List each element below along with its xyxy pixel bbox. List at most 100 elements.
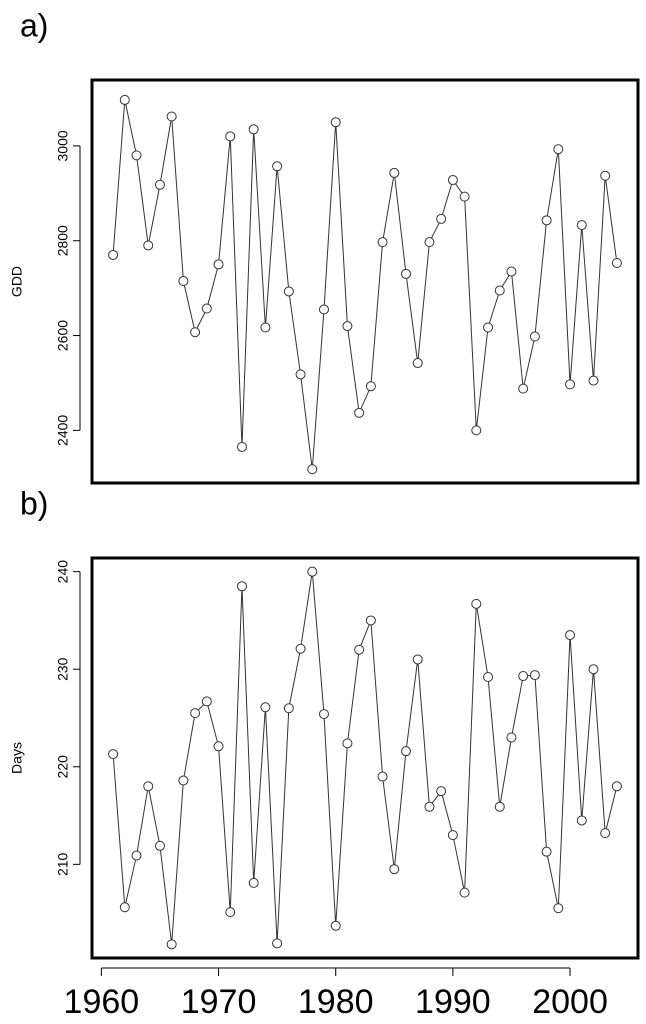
data-point [436,786,447,797]
x-tick-label: 2000 [532,983,608,1021]
data-point [424,237,435,248]
data-point [307,464,318,475]
data-point [377,771,388,782]
data-point [190,327,201,338]
data-point [377,237,388,248]
data-point [518,671,529,682]
data-point [318,304,329,315]
data-point [354,644,365,655]
data-line [112,99,618,470]
data-point [471,425,482,436]
data-point [565,379,576,390]
x-tick-label: 1990 [415,983,491,1021]
data-point [213,259,224,270]
data-point [553,144,564,155]
data-point [529,670,540,681]
y-tick-label: 220 [55,755,71,779]
x-tick-label: 1970 [181,983,257,1021]
panel-label: b) [20,485,48,521]
data-point [272,161,283,172]
data-point [260,322,271,333]
data-point [401,746,412,757]
data-point [541,846,552,857]
data-point [506,732,517,743]
data-point [283,703,294,714]
data-point [588,664,599,675]
data-point [166,939,177,950]
data-point [154,840,165,851]
data-point [318,709,329,720]
data-point [283,286,294,297]
data-point [459,191,470,202]
data-point [143,781,154,792]
data-point [401,268,412,279]
data-point [611,781,622,792]
data-point [330,920,341,931]
data-point [447,830,458,841]
data-point [166,111,177,122]
data-point [295,369,306,380]
data-point [412,358,423,369]
data-point [272,938,283,949]
data-point [131,850,142,861]
data-point [611,258,622,269]
data-point [201,696,212,707]
data-point [225,907,236,918]
panel-label: a) [20,7,48,43]
data-point [330,117,341,128]
data-point [553,903,564,914]
data-point [518,383,529,394]
data-point [131,150,142,161]
data-point [576,220,587,231]
data-point [436,213,447,224]
plot-frame [90,78,640,485]
data-point [389,864,400,875]
data-point [143,240,154,251]
data-point [365,381,376,392]
y-tick-label: 210 [55,852,71,876]
data-point [483,672,494,683]
data-point [529,331,540,342]
data-point [119,94,130,105]
data-point [494,285,505,296]
data-point [459,887,470,898]
y-axis-label: GDD [9,266,25,297]
y-tick-label: 2800 [55,225,71,256]
data-point [447,175,458,186]
y-tick-label: 230 [55,657,71,681]
data-point [471,598,482,609]
data-point [588,375,599,386]
data-point [213,741,224,752]
data-point [576,815,587,826]
data-point [248,877,259,888]
data-point [600,828,611,839]
data-point [307,566,318,577]
y-tick-label: 3000 [55,130,71,161]
data-point [119,902,130,913]
data-point [108,249,119,260]
data-point [412,654,423,665]
y-tick-label: 2400 [55,415,71,446]
data-point [248,124,259,135]
data-point [225,131,236,142]
data-point [236,581,247,592]
x-tick-label: 1960 [64,983,140,1021]
data-point [424,801,435,812]
x-tick-label: 1980 [298,983,374,1021]
data-point [506,266,517,277]
data-line [112,571,618,945]
data-point [354,407,365,418]
data-point [154,179,165,190]
data-point [236,441,247,452]
data-point [600,170,611,181]
data-point [108,749,119,760]
data-point [295,643,306,654]
data-point [389,167,400,178]
data-point [190,708,201,719]
data-point [178,276,189,287]
data-point [201,303,212,314]
data-point [342,321,353,332]
data-point [541,215,552,226]
data-point [565,630,576,641]
